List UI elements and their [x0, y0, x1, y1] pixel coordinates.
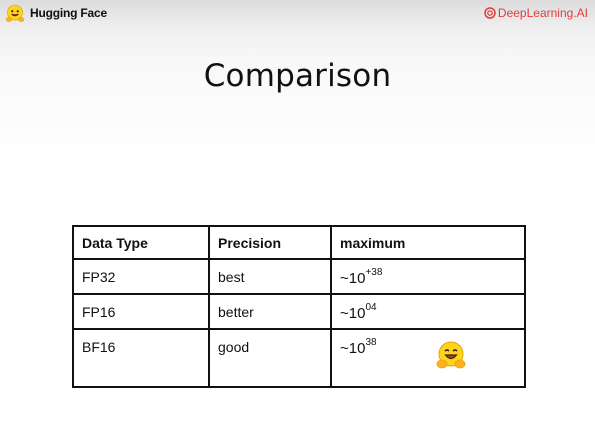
cell-precision: best: [208, 258, 332, 295]
hugging-face-emoji-icon: [436, 341, 466, 369]
comparison-table: Data Type Precision maximum FP32 best ~1…: [72, 225, 526, 388]
table-header-row: Data Type Precision maximum: [72, 225, 526, 260]
table-row-fp16: FP16 better ~1004: [72, 293, 526, 330]
cell-precision: good: [208, 328, 332, 388]
deeplearning-ai-logo-icon: [484, 7, 496, 19]
max-base: ~10: [340, 270, 366, 287]
cell-maximum: ~10+38: [330, 258, 526, 295]
deeplearning-ai-brand: DeepLearning.AI: [484, 6, 588, 20]
cell-maximum: ~1038: [330, 328, 526, 388]
max-exponent: +38: [365, 267, 383, 278]
cell-maximum: ~1004: [330, 293, 526, 330]
max-base: ~10: [340, 305, 366, 322]
max-base: ~10: [340, 340, 366, 357]
slide-header: Hugging Face DeepLearning.AI: [0, 0, 595, 28]
table-row-bf16: BF16 good ~1038: [72, 328, 526, 388]
hugging-face-logo-icon: [5, 4, 25, 22]
table-row-fp32: FP32 best ~10+38: [72, 258, 526, 295]
header-maximum: maximum: [330, 225, 526, 260]
cell-data-type: FP16: [72, 293, 210, 330]
max-exponent: 38: [365, 337, 377, 348]
cell-precision: better: [208, 293, 332, 330]
header-data-type: Data Type: [72, 225, 210, 260]
max-exponent: 04: [365, 302, 377, 313]
cell-data-type: BF16: [72, 328, 210, 388]
cell-data-type: FP32: [72, 258, 210, 295]
slide-title: Comparison: [203, 58, 392, 94]
header-precision: Precision: [208, 225, 332, 260]
deeplearning-ai-brand-name: DeepLearning.AI: [497, 6, 588, 20]
hugging-face-brand-name: Hugging Face: [30, 6, 107, 20]
